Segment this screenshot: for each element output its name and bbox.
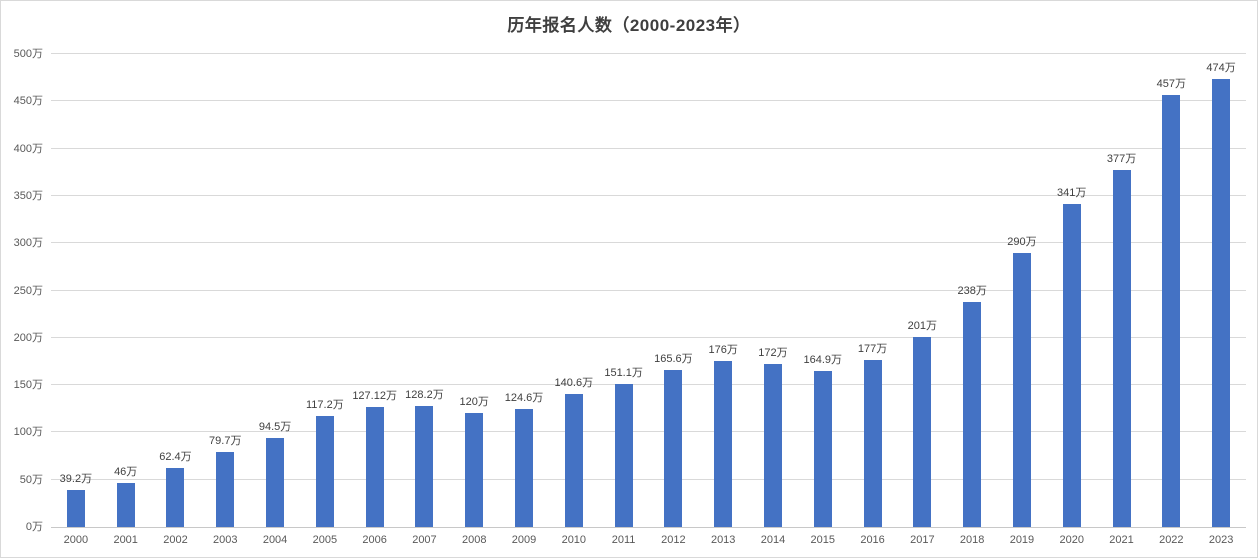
gridline (51, 194, 1246, 196)
data-label-2003: 79.7万 (209, 434, 242, 447)
y-tick-label: 300万 (13, 237, 43, 250)
x-tick-label-2009: 2009 (511, 534, 537, 546)
bar-2011 (614, 384, 633, 527)
data-label-2021: 377万 (1106, 153, 1137, 166)
x-tick-label-2022: 2022 (1159, 534, 1184, 546)
gridline (51, 431, 1246, 433)
bar-2008 (465, 413, 484, 527)
x-tick-label-2000: 2000 (63, 534, 89, 546)
y-tick-label: 450万 (13, 95, 43, 108)
data-label-2020: 341万 (1057, 187, 1087, 200)
bar-2006 (365, 406, 384, 527)
bar-2017 (913, 336, 932, 527)
bar-2000 (66, 489, 85, 527)
y-tick-label: 500万 (13, 48, 43, 60)
y-tick-label: 350万 (13, 189, 43, 202)
bar-2014 (763, 364, 782, 527)
data-label-2019: 290万 (1007, 235, 1037, 248)
x-tick-label-2007: 2007 (412, 534, 437, 546)
data-label-2022: 457万 (1156, 77, 1186, 90)
data-label-2015: 164.9万 (803, 354, 843, 367)
x-tick-label-2016: 2016 (860, 534, 885, 546)
data-label-2002: 62.4万 (159, 450, 192, 463)
gridline (51, 100, 1246, 102)
gridline (51, 478, 1246, 480)
x-tick-label-2014: 2014 (760, 534, 786, 546)
x-tick-label-2020: 2020 (1059, 534, 1084, 546)
gridline (51, 147, 1246, 149)
data-label-2007: 128.2万 (405, 388, 444, 401)
bar-2016 (863, 359, 882, 527)
x-tick-label-2018: 2018 (959, 534, 985, 546)
data-label-2006: 127.12万 (352, 389, 397, 402)
data-label-2016: 177万 (857, 342, 888, 355)
bar-2021 (1112, 170, 1131, 527)
x-tick-label-2008: 2008 (461, 534, 487, 546)
x-tick-label-2017: 2017 (910, 534, 935, 546)
x-tick-label-2023: 2023 (1208, 534, 1234, 546)
data-label-2010: 140.6万 (554, 377, 594, 389)
bar-2003 (216, 451, 235, 527)
y-tick-label: 200万 (13, 331, 43, 344)
data-label-2014: 172万 (758, 347, 788, 360)
gridline (51, 53, 1246, 54)
gridline (51, 384, 1246, 386)
data-label-2018: 238万 (957, 284, 987, 297)
data-label-2012: 165.6万 (654, 353, 693, 366)
gridline (51, 242, 1246, 244)
x-axis-line (51, 527, 1246, 528)
bar-2020 (1062, 204, 1081, 527)
bar-2009 (515, 409, 534, 527)
bar-2001 (116, 483, 135, 527)
bar-2004 (266, 437, 285, 527)
data-label-2000: 39.2万 (59, 472, 93, 485)
x-tick-label-2002: 2002 (163, 534, 188, 546)
x-tick-label-2013: 2013 (710, 534, 736, 546)
bar-2018 (963, 301, 982, 527)
y-tick-label: 150万 (13, 379, 43, 392)
x-tick-label-2019: 2019 (1009, 534, 1035, 546)
chart-title: 历年报名人数（2000-2023年） (507, 16, 751, 35)
bar-2005 (315, 416, 334, 527)
data-label-2017: 201万 (907, 319, 938, 332)
bar-2007 (415, 405, 434, 527)
x-tick-label-2010: 2010 (561, 534, 587, 546)
data-label-2004: 94.5万 (258, 420, 292, 433)
bar-2012 (664, 370, 683, 527)
x-tick-label-2012: 2012 (661, 534, 686, 546)
x-tick-label-2006: 2006 (362, 534, 387, 546)
data-label-2005: 117.2万 (305, 399, 344, 412)
x-tick-label-2001: 2001 (113, 534, 138, 546)
bar-2015 (813, 371, 832, 527)
bar-2002 (166, 467, 185, 527)
bar-2010 (564, 394, 583, 527)
plot-area: 39.2万 46万 62.4万 79.7万 94.5万 117.2万 127.12万 128.… (51, 53, 1246, 528)
data-label-2009: 124.6万 (504, 392, 544, 405)
x-tick-label-2005: 2005 (312, 534, 338, 546)
data-label-2013: 176万 (708, 343, 738, 356)
x-tick-label-2003: 2003 (213, 534, 238, 546)
data-label-2001: 46万 (114, 466, 138, 479)
y-tick-label: 50万 (19, 473, 43, 486)
x-tick-label-2021: 2021 (1109, 534, 1134, 546)
bar-2013 (714, 360, 733, 527)
gridline (51, 289, 1246, 291)
bar-2022 (1162, 94, 1181, 527)
x-tick-label-2015: 2015 (810, 534, 836, 546)
bar-2023 (1212, 78, 1231, 527)
data-label-2008: 120万 (459, 396, 489, 409)
gridline (51, 336, 1246, 338)
y-tick-label: 0万 (25, 521, 43, 533)
y-tick-label: 400万 (13, 142, 43, 155)
y-tick-label: 250万 (13, 284, 43, 297)
data-label-2023: 474万 (1206, 61, 1236, 74)
x-tick-label-2004: 2004 (262, 534, 288, 546)
x-tick-label-2011: 2011 (611, 534, 636, 546)
y-tick-label: 100万 (13, 426, 43, 439)
bar-2019 (1012, 252, 1031, 527)
data-label-2011: 151.1万 (604, 367, 643, 380)
